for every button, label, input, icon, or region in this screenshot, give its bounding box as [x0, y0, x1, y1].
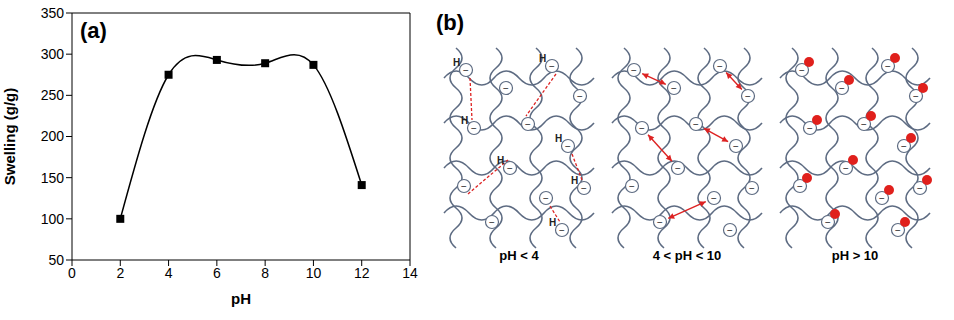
svg-text:−: − — [799, 65, 805, 76]
svg-text:12: 12 — [354, 265, 370, 281]
svg-text:−: − — [807, 123, 813, 134]
svg-text:−: − — [825, 217, 831, 228]
svg-text:−: − — [839, 83, 845, 94]
svg-text:−: − — [543, 193, 549, 204]
svg-text:−: − — [463, 65, 469, 76]
svg-text:4 < pH < 10: 4 < pH < 10 — [653, 248, 722, 263]
svg-text:H: H — [497, 155, 504, 166]
svg-text:−: − — [727, 225, 733, 236]
svg-text:2: 2 — [116, 265, 124, 281]
svg-text:pH > 10: pH > 10 — [832, 248, 879, 263]
svg-text:14: 14 — [402, 265, 418, 281]
svg-text:Swelling (g/g): Swelling (g/g) — [1, 88, 18, 186]
svg-text:−: − — [507, 163, 513, 174]
svg-text:−: − — [631, 65, 637, 76]
svg-text:−: − — [671, 83, 677, 94]
svg-text:8: 8 — [261, 265, 269, 281]
svg-text:4: 4 — [165, 265, 173, 281]
svg-text:pH: pH — [231, 290, 251, 307]
svg-text:−: − — [797, 181, 803, 192]
svg-text:350: 350 — [41, 5, 65, 21]
svg-text:−: − — [489, 217, 495, 228]
svg-text:10: 10 — [306, 265, 322, 281]
svg-text:−: − — [843, 163, 849, 174]
svg-text:H: H — [453, 57, 460, 68]
svg-text:(b): (b) — [436, 10, 464, 35]
svg-text:H: H — [555, 133, 562, 144]
svg-text:−: − — [879, 193, 885, 204]
svg-text:−: − — [503, 83, 509, 94]
svg-text:−: − — [885, 61, 891, 72]
svg-text:−: − — [895, 225, 901, 236]
svg-text:−: − — [745, 91, 751, 102]
svg-text:−: − — [565, 141, 571, 152]
svg-text:H: H — [571, 175, 578, 186]
svg-text:−: − — [577, 91, 583, 102]
svg-text:pH < 4: pH < 4 — [499, 248, 539, 263]
svg-text:200: 200 — [41, 128, 65, 144]
svg-text:150: 150 — [41, 170, 65, 186]
svg-text:−: − — [733, 141, 739, 152]
svg-text:−: − — [711, 193, 717, 204]
svg-text:−: − — [559, 225, 565, 236]
svg-text:−: − — [549, 61, 555, 72]
svg-text:H: H — [539, 53, 546, 64]
svg-text:6: 6 — [213, 265, 221, 281]
svg-text:−: − — [901, 141, 907, 152]
svg-text:−: − — [471, 123, 477, 134]
svg-text:−: − — [913, 91, 919, 102]
svg-text:H: H — [549, 217, 556, 228]
svg-text:0: 0 — [68, 265, 76, 281]
svg-text:−: − — [629, 181, 635, 192]
svg-text:−: − — [525, 119, 531, 130]
svg-text:300: 300 — [41, 46, 65, 62]
svg-text:100: 100 — [41, 211, 65, 227]
svg-text:−: − — [749, 183, 755, 194]
svg-text:−: − — [675, 163, 681, 174]
svg-text:H: H — [461, 115, 468, 126]
svg-text:−: − — [581, 183, 587, 194]
svg-text:−: − — [717, 61, 723, 72]
html-text:(a): (a) — [80, 18, 107, 43]
svg-text:−: − — [639, 123, 645, 134]
svg-text:−: − — [917, 183, 923, 194]
svg-text:−: − — [861, 119, 867, 130]
svg-text:250: 250 — [41, 87, 65, 103]
svg-text:−: − — [461, 181, 467, 192]
svg-text:50: 50 — [48, 252, 64, 268]
svg-text:−: − — [657, 217, 663, 228]
svg-text:−: − — [693, 119, 699, 130]
